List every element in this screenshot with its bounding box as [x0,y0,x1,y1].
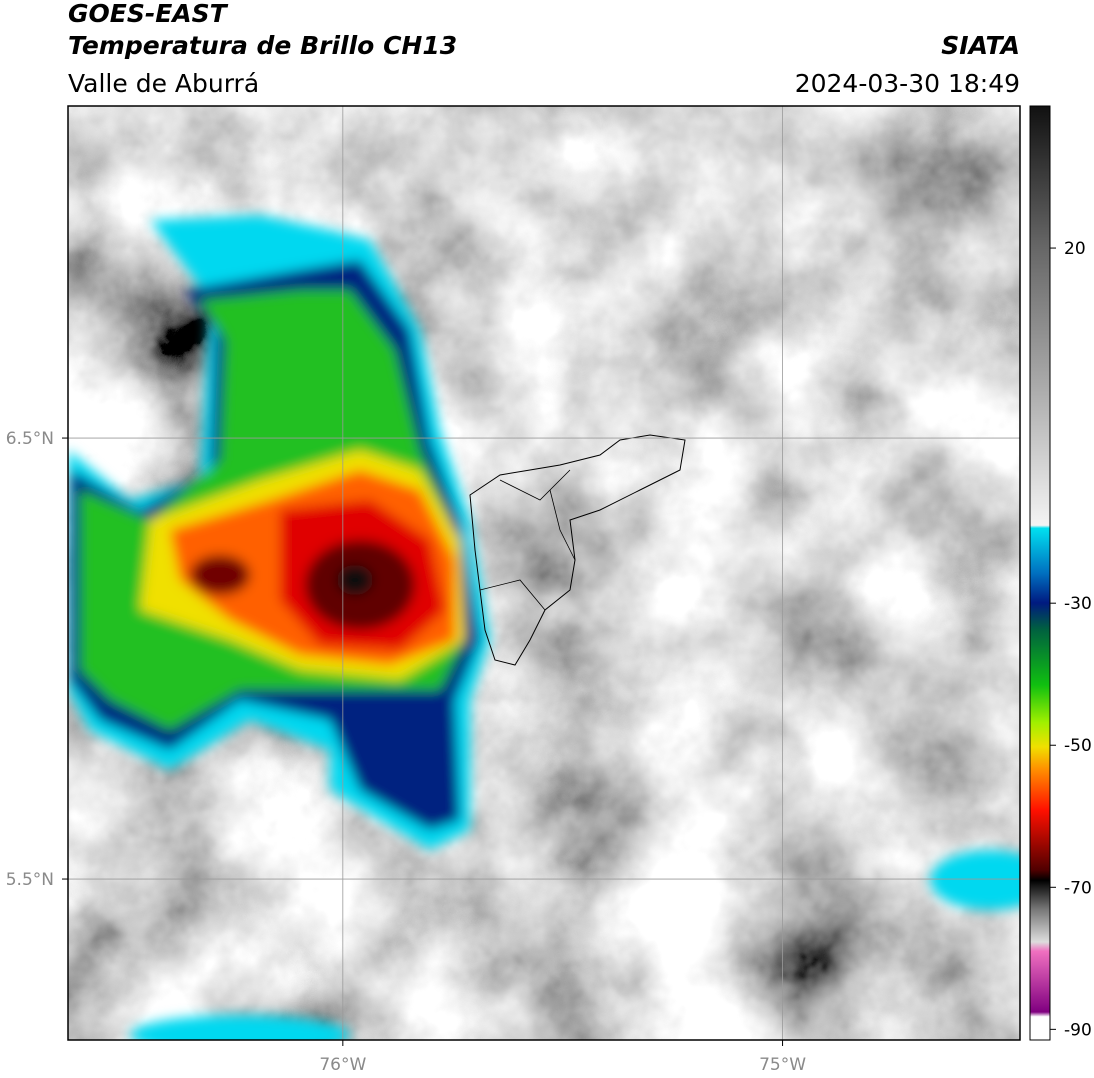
colorbar [1029,105,1051,1041]
source: SIATA [941,31,1020,60]
x-tick-label: 76°W [319,1055,366,1075]
colorbar-tick-label: 20 [1064,239,1086,259]
satellite-image [68,106,1020,1040]
datetime: 2024-03-30 18:49 [795,69,1020,98]
region: Valle de Aburrá [68,69,259,98]
colorbar-tick-label: -70 [1064,878,1092,898]
title: GOES-EAST [68,0,229,28]
y-tick-label: 5.5°N [6,870,54,890]
colorbar-tick-label: -30 [1064,594,1092,614]
map-frame [67,105,1021,1041]
x-tick-label: 75°W [759,1055,806,1075]
subtitle: Temperatura de Brillo CH13 [68,31,457,60]
colorbar-tick-label: -50 [1064,736,1092,756]
y-tick-label: 6.5°N [6,429,54,449]
colorbar-tick-label: -90 [1064,1020,1092,1040]
